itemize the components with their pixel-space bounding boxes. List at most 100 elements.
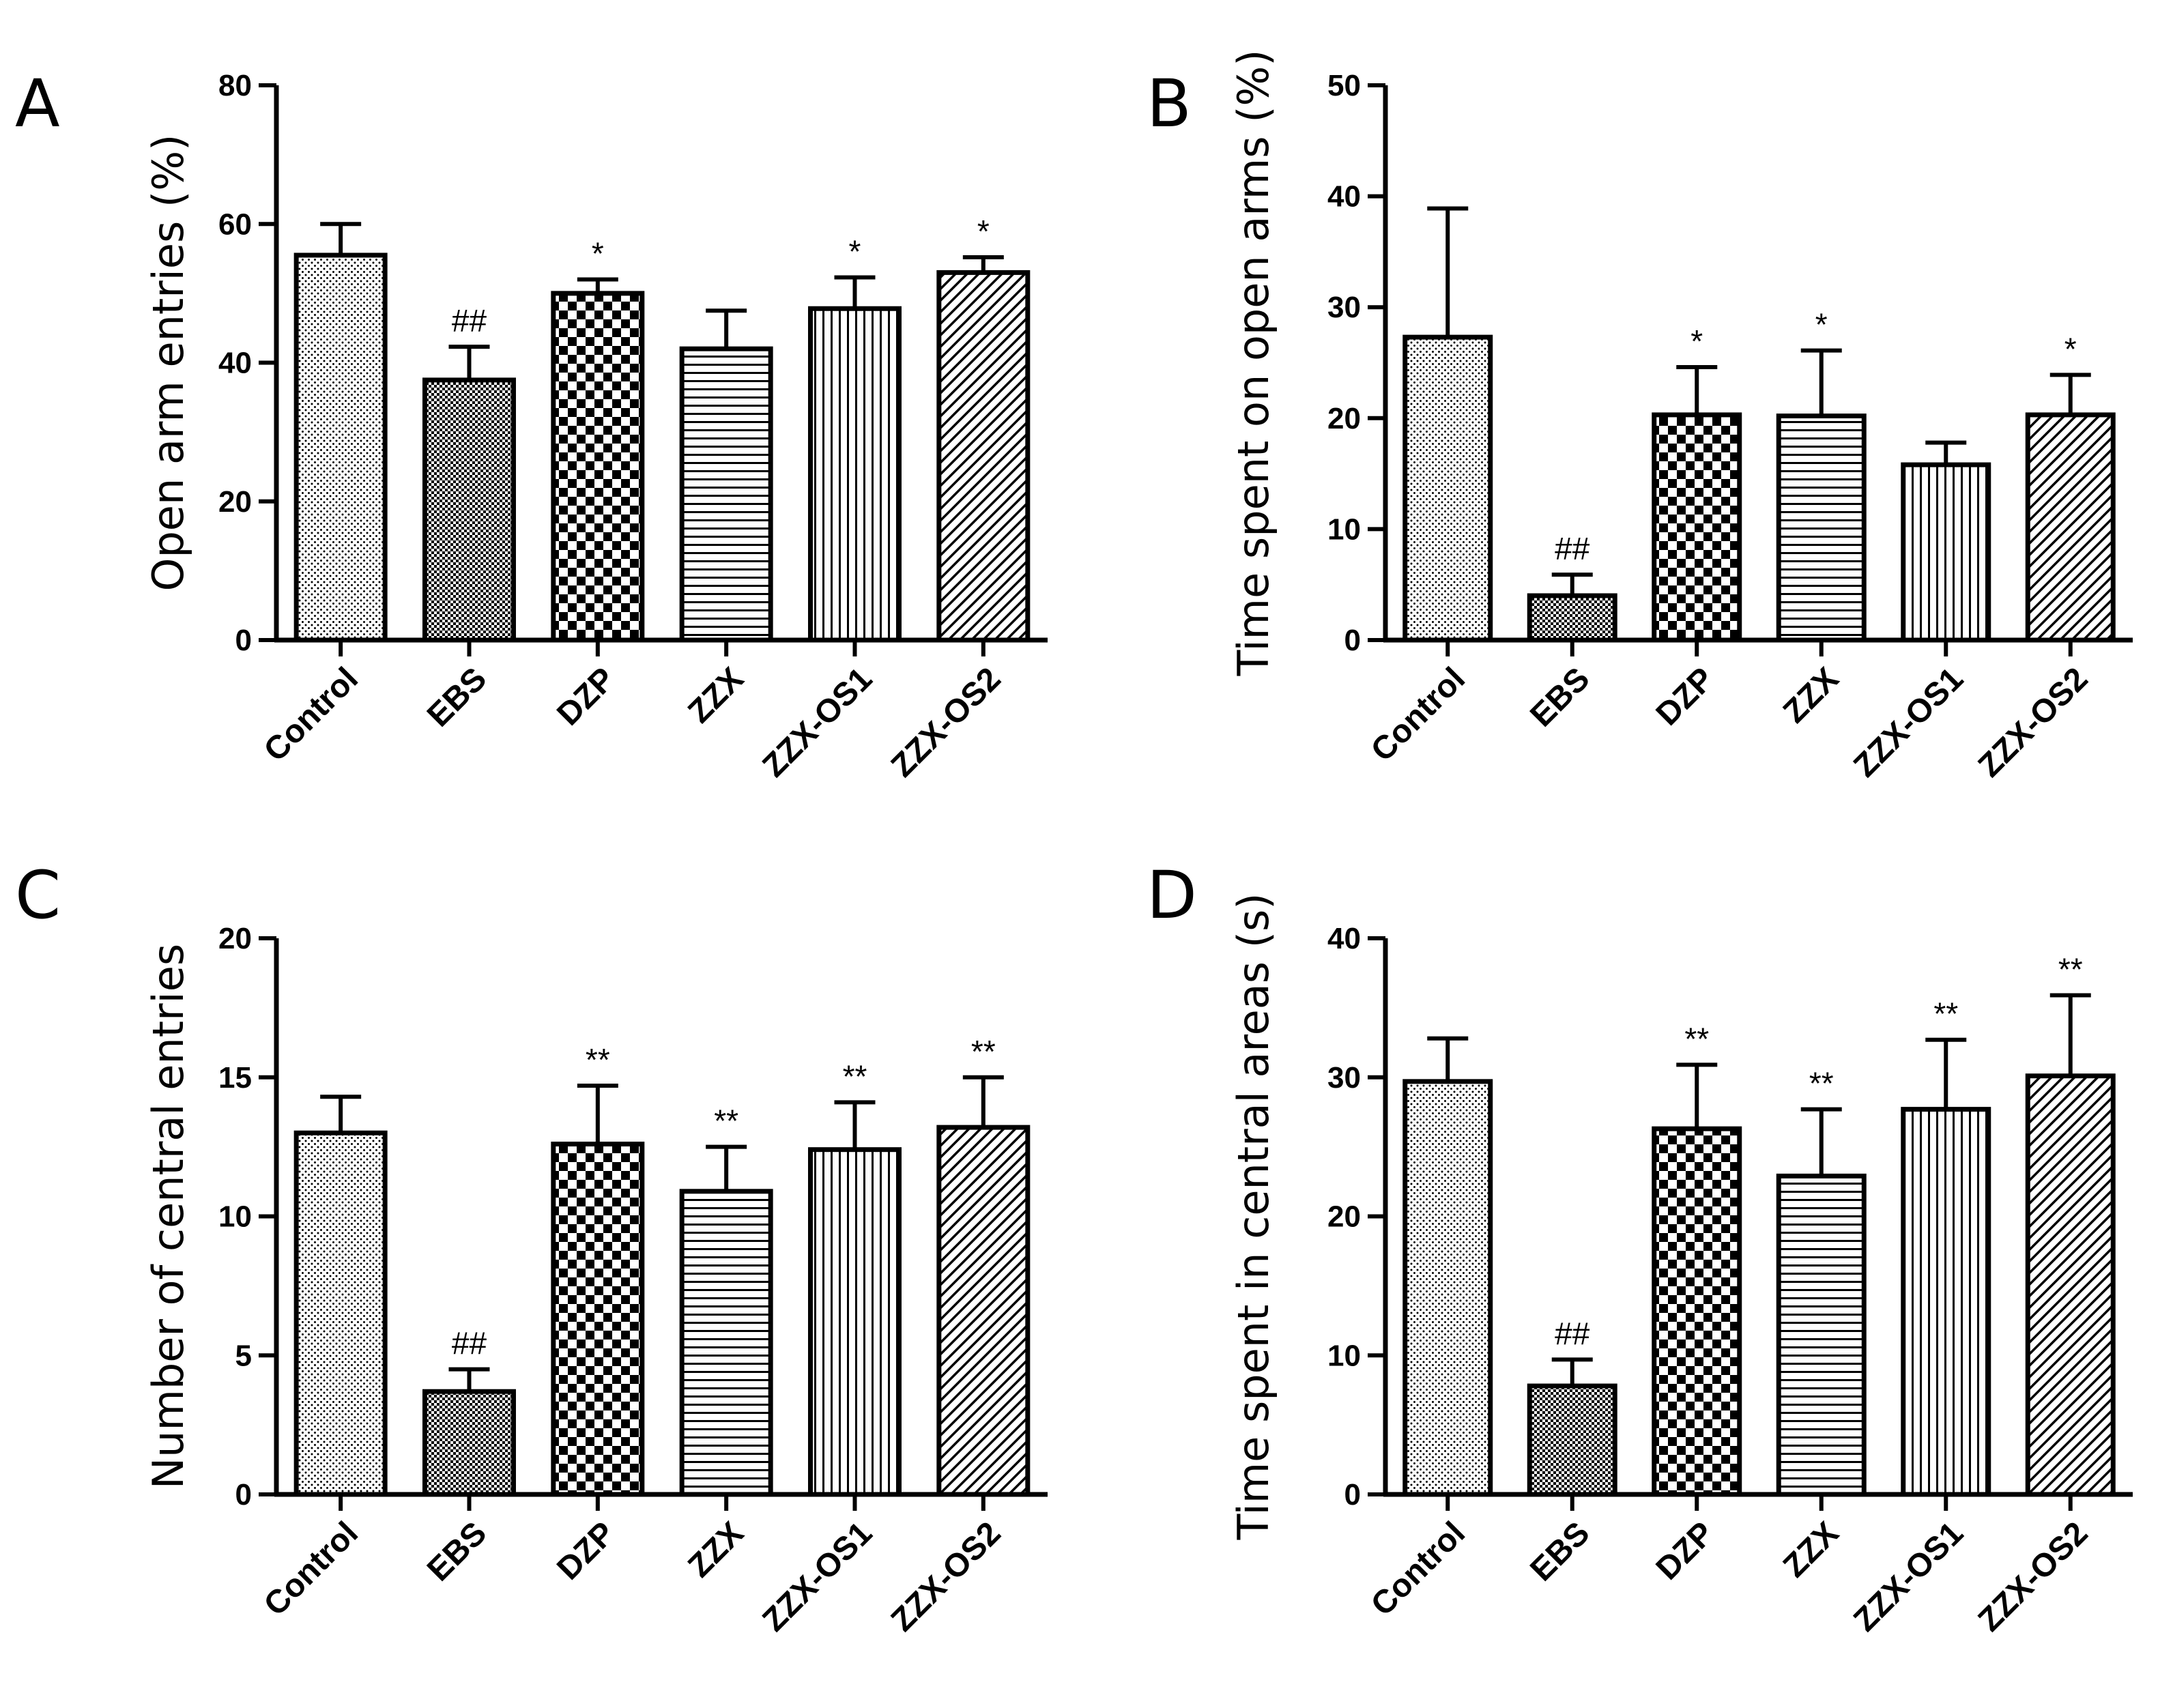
y-tick-label: 15	[218, 1061, 252, 1095]
significance-label: ##	[1555, 531, 1590, 566]
y-tick-label: 0	[235, 624, 252, 657]
y-axis-label: Time spent in central areas (s)	[1228, 893, 1278, 1541]
x-tick-label: ZZX-OS1	[755, 661, 879, 784]
bar-dzp	[551, 1142, 645, 1497]
significance-label: *	[1815, 307, 1828, 343]
y-tick-label: 10	[1327, 1339, 1361, 1372]
y-axis-label: Open arm entries (%)	[143, 134, 193, 592]
x-tick-label: EBS	[420, 1515, 493, 1588]
y-tick-label: 40	[218, 347, 252, 380]
significance-label: **	[714, 1103, 738, 1139]
significance-label: *	[2064, 331, 2077, 366]
bar-ebs	[422, 1389, 516, 1497]
y-tick-label: 40	[1327, 922, 1361, 955]
bar-control	[293, 1130, 388, 1497]
y-tick-label: 50	[1327, 69, 1361, 102]
y-axis-label: Time spent on open arms (%)	[1228, 49, 1278, 676]
bar-dzp	[1652, 412, 1742, 643]
y-axis-label: Number of central entries	[143, 944, 193, 1489]
y-tick-label: 10	[218, 1200, 252, 1234]
bar-zzx-os1	[1901, 1107, 1991, 1497]
bar-zzx-os1	[808, 306, 902, 643]
x-tick-label: EBS	[1523, 1515, 1596, 1588]
x-tick-label: EBS	[420, 661, 493, 734]
bar-dzp	[551, 291, 645, 643]
y-tick-label: 20	[218, 922, 252, 955]
bar-zzx-os1	[808, 1147, 902, 1497]
y-tick-label: 20	[1327, 402, 1361, 435]
x-tick-label: Control	[1364, 661, 1472, 768]
panel-letter: C	[15, 857, 61, 933]
y-tick-label: 80	[218, 69, 252, 102]
panel-d-chart: D Time spent in central areas (s) Control #…	[1147, 857, 2133, 1638]
bar-dzp	[1652, 1126, 1742, 1497]
x-tick-label: ZZX	[681, 661, 751, 730]
significance-label: *	[849, 234, 861, 270]
panel-a-chart: A Open arm entries (%) Control ## EBS * DZP ZZX…	[15, 66, 1048, 784]
x-tick-label: DZP	[550, 661, 622, 732]
bar-zzx-os2	[936, 1125, 1031, 1497]
x-tick-label: ZZX-OS2	[884, 661, 1008, 784]
bar-ebs	[1527, 593, 1617, 643]
significance-label: *	[1690, 323, 1703, 359]
x-tick-label: ZZX-OS1	[1847, 1515, 1970, 1638]
significance-label: **	[586, 1042, 610, 1077]
panel-b-chart: B Time spent on open arms (%) Control ## EBS…	[1147, 49, 2133, 784]
x-tick-label: DZP	[1650, 1515, 1721, 1587]
significance-label: **	[1933, 996, 1958, 1032]
bar-zzx	[1776, 1173, 1867, 1497]
y-tick-label: 40	[1327, 180, 1361, 214]
y-tick-label: 30	[1327, 291, 1361, 324]
y-tick-label: 20	[1327, 1200, 1361, 1234]
y-tick-label: 5	[235, 1339, 252, 1372]
x-tick-label: DZP	[1650, 661, 1721, 732]
significance-label: *	[977, 214, 990, 249]
significance-label: **	[971, 1034, 996, 1069]
x-tick-label: ZZX-OS1	[1847, 661, 1970, 784]
x-tick-label: ZZX-OS2	[884, 1515, 1008, 1638]
bar-control	[293, 252, 388, 643]
panel-letter: D	[1147, 857, 1197, 933]
bar-zzx	[679, 1189, 773, 1497]
x-tick-label: ZZX	[1776, 661, 1846, 730]
panel-letter: A	[15, 66, 60, 142]
bar-zzx-os2	[2025, 412, 2116, 643]
x-tick-label: ZZX	[1776, 1515, 1846, 1584]
bar-zzx-os2	[2025, 1073, 2116, 1497]
bar-control	[1402, 1079, 1493, 1497]
significance-label: **	[1684, 1021, 1709, 1056]
x-tick-label: ZZX	[681, 1515, 751, 1584]
bar-zzx	[1776, 414, 1867, 643]
x-tick-label: EBS	[1523, 661, 1596, 734]
bar-zzx	[679, 346, 773, 643]
bar-control	[1402, 334, 1493, 643]
y-tick-label: 0	[1344, 624, 1361, 657]
significance-label: ##	[1555, 1316, 1590, 1351]
y-tick-label: 60	[218, 207, 252, 241]
significance-label: ##	[452, 1326, 487, 1361]
significance-label: ##	[452, 303, 487, 338]
x-tick-label: Control	[257, 1515, 365, 1623]
bar-zzx-os1	[1901, 462, 1991, 643]
panel-c-chart: C Number of central entries Control ## EBS **…	[15, 857, 1048, 1638]
significance-label: **	[843, 1058, 867, 1094]
bar-ebs	[1527, 1383, 1617, 1497]
x-tick-label: Control	[257, 661, 365, 768]
x-tick-label: ZZX-OS1	[755, 1515, 879, 1638]
bar-zzx-os2	[936, 270, 1031, 643]
x-tick-label: ZZX-OS2	[1972, 1515, 2095, 1638]
x-tick-label: ZZX-OS2	[1972, 661, 2095, 784]
x-tick-label: DZP	[550, 1515, 622, 1587]
y-tick-label: 30	[1327, 1061, 1361, 1095]
significance-label: **	[2058, 952, 2083, 987]
x-tick-label: Control	[1364, 1515, 1472, 1623]
bar-ebs	[422, 377, 516, 643]
y-tick-label: 20	[218, 485, 252, 519]
y-tick-label: 0	[1344, 1478, 1361, 1511]
y-tick-label: 10	[1327, 512, 1361, 546]
significance-label: **	[1809, 1066, 1834, 1101]
y-tick-label: 0	[235, 1478, 252, 1511]
panel-letter: B	[1147, 66, 1192, 142]
significance-label: *	[592, 236, 604, 272]
